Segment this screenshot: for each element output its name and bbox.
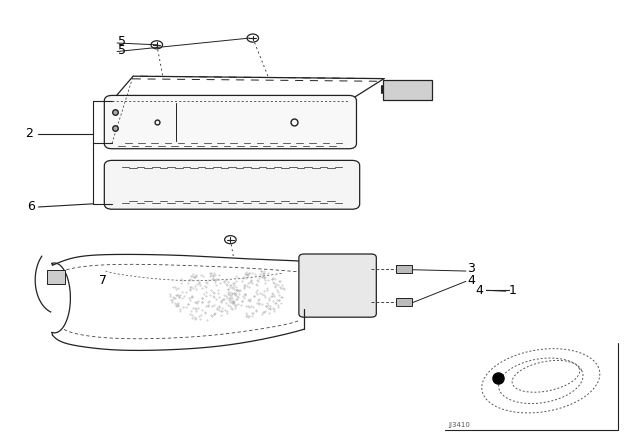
Text: JJ3410: JJ3410 xyxy=(448,422,470,428)
Text: 2: 2 xyxy=(26,127,33,140)
FancyBboxPatch shape xyxy=(383,80,432,100)
Text: 5: 5 xyxy=(118,34,127,48)
Text: 1: 1 xyxy=(509,284,516,297)
Text: 4: 4 xyxy=(475,284,483,297)
FancyBboxPatch shape xyxy=(104,160,360,209)
FancyBboxPatch shape xyxy=(299,254,376,317)
FancyBboxPatch shape xyxy=(396,298,412,306)
Text: 3: 3 xyxy=(467,262,475,276)
FancyBboxPatch shape xyxy=(47,270,65,284)
Text: 6: 6 xyxy=(27,200,35,214)
FancyBboxPatch shape xyxy=(104,95,356,149)
Text: 4: 4 xyxy=(467,273,475,287)
Text: 5: 5 xyxy=(118,43,127,57)
Text: 7: 7 xyxy=(99,273,108,287)
FancyBboxPatch shape xyxy=(396,265,412,273)
